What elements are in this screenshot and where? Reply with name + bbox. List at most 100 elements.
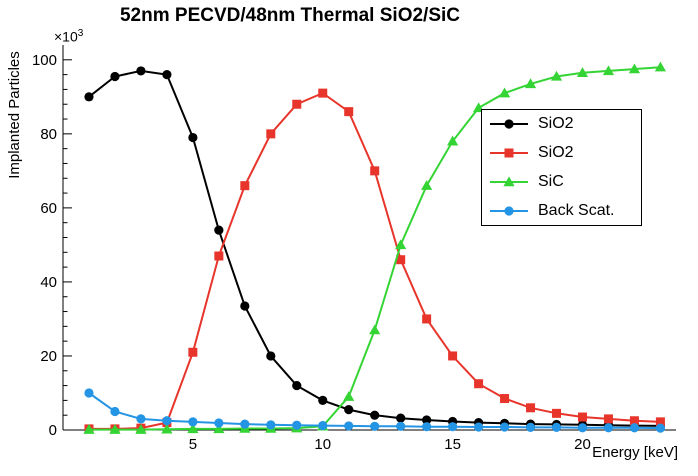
data-point-marker: [292, 99, 302, 109]
data-point-marker: [135, 424, 147, 434]
data-point-marker: [344, 107, 354, 117]
data-point-marker: [504, 206, 514, 216]
legend-label: SiO2: [538, 115, 574, 133]
data-point-marker: [83, 424, 95, 434]
data-point-marker: [551, 422, 562, 433]
data-point-marker: [395, 239, 407, 250]
data-point-marker: [447, 135, 459, 146]
legend-item: SiO2: [482, 139, 641, 167]
data-point-marker: [110, 406, 120, 417]
data-point-marker: [266, 351, 276, 361]
y-axis-multiplier: ×103: [54, 28, 83, 45]
legend-label: SiO2: [538, 144, 574, 162]
data-point-marker: [655, 417, 665, 427]
y-tick-label: 100: [32, 52, 57, 69]
chart-title: 52nm PECVD/48nm Thermal SiO2/SiC: [119, 5, 460, 26]
data-point-marker: [422, 422, 432, 432]
data-point-marker: [629, 416, 639, 426]
data-point-marker: [654, 61, 667, 72]
data-point-marker: [602, 65, 615, 76]
data-point-marker: [421, 180, 433, 190]
data-point-marker: [504, 119, 514, 129]
y-tick-label: 80: [40, 126, 57, 143]
legend-item: SiO2: [482, 110, 641, 138]
data-point-marker: [136, 66, 146, 76]
data-point-marker: [576, 67, 589, 77]
data-point-marker: [161, 423, 173, 434]
data-point-marker: [84, 388, 94, 398]
data-point-marker: [240, 181, 250, 191]
data-point-marker: [552, 408, 562, 418]
legend-marker-icon: [490, 176, 528, 187]
data-point-marker: [577, 423, 588, 433]
data-point-marker: [655, 423, 666, 433]
legend-item: SiC: [482, 168, 641, 196]
data-point-marker: [84, 92, 94, 102]
data-point-marker: [110, 71, 120, 82]
x-tick-label: 10: [314, 436, 331, 453]
legend-marker-icon: [490, 119, 528, 129]
data-point-marker: [344, 421, 354, 431]
legend-label: Back Scat.: [538, 201, 615, 219]
data-point-marker: [240, 301, 250, 311]
y-tick-label: 20: [40, 348, 57, 365]
data-point-marker: [370, 421, 380, 431]
data-point-marker: [524, 78, 537, 89]
legend: SiO2 SiO2 SiC Back Scat.: [481, 109, 642, 226]
data-point-marker: [526, 403, 536, 413]
data-point-marker: [448, 422, 458, 432]
legend-marker-icon: [490, 148, 528, 158]
data-point-marker: [344, 405, 354, 415]
data-point-marker: [396, 413, 406, 423]
data-point-marker: [318, 420, 328, 431]
data-point-marker: [162, 416, 172, 426]
data-point-marker: [188, 132, 198, 143]
data-point-marker: [292, 420, 302, 430]
y-axis-multiplier-base: ×10: [54, 28, 78, 45]
data-point-marker: [396, 421, 406, 431]
data-point-marker: [499, 422, 510, 432]
data-point-marker: [188, 347, 198, 357]
data-point-marker: [162, 70, 172, 80]
data-point-marker: [214, 225, 224, 235]
data-point-marker: [214, 418, 224, 428]
x-tick-label: 5: [189, 436, 197, 453]
y-tick-label: 0: [49, 422, 57, 439]
y-tick-label: 60: [40, 200, 57, 217]
data-point-marker: [422, 415, 432, 425]
data-point-marker: [474, 379, 484, 389]
x-tick-label: 15: [444, 436, 461, 453]
data-point-marker: [422, 314, 432, 324]
data-point-marker: [498, 87, 511, 98]
data-point-marker: [503, 176, 515, 187]
data-point-marker: [109, 424, 121, 434]
y-axis-label: Implanted Particles: [6, 51, 23, 179]
data-point-marker: [266, 420, 276, 430]
x-axis-label: Energy [keV]: [592, 444, 678, 461]
data-point-marker: [525, 422, 536, 433]
data-point-marker: [473, 422, 484, 432]
data-point-marker: [292, 380, 302, 391]
legend-label: SiC: [538, 172, 564, 190]
data-point-marker: [577, 412, 587, 422]
data-point-marker: [396, 255, 406, 265]
data-point-marker: [240, 419, 250, 429]
y-axis-multiplier-exp: 3: [77, 28, 84, 39]
data-point-marker: [448, 351, 458, 361]
legend-marker-icon: [490, 206, 528, 216]
series-back-scat-: [84, 388, 666, 433]
data-point-marker: [628, 63, 641, 74]
data-point-marker: [500, 394, 510, 404]
y-tick-label: 40: [40, 274, 57, 291]
data-point-marker: [188, 417, 198, 427]
data-point-marker: [603, 414, 613, 424]
data-point-marker: [136, 414, 146, 424]
data-point-marker: [603, 423, 614, 433]
data-point-marker: [343, 391, 355, 401]
data-point-marker: [318, 88, 328, 98]
legend-item: Back Scat.: [482, 197, 641, 225]
data-point-marker: [213, 423, 225, 434]
data-point-marker: [370, 166, 380, 176]
